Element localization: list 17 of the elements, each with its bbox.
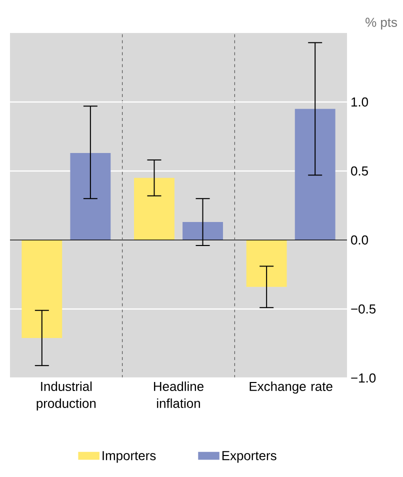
y-tick-label: −0.5 xyxy=(351,304,376,314)
y-tick-label: 1.0 xyxy=(352,97,368,107)
x-tick-label: Industrial production xyxy=(36,382,96,411)
y-axis-title: % pts xyxy=(366,18,398,30)
y-tick-label: 0.5 xyxy=(351,166,368,176)
bar xyxy=(22,240,62,338)
bar xyxy=(182,222,223,240)
x-tick-label: Exchange rate xyxy=(250,382,332,394)
bar xyxy=(134,178,174,240)
bar xyxy=(246,240,287,287)
y-tick-label: 0.0 xyxy=(351,235,368,245)
bar xyxy=(294,108,336,240)
legend-label: Exporters xyxy=(222,451,276,463)
bar xyxy=(70,153,111,240)
legend-label: Importers xyxy=(102,451,156,463)
y-tick-label: −1.0 xyxy=(351,373,376,383)
x-tick-label: Headline inflation xyxy=(154,382,204,408)
